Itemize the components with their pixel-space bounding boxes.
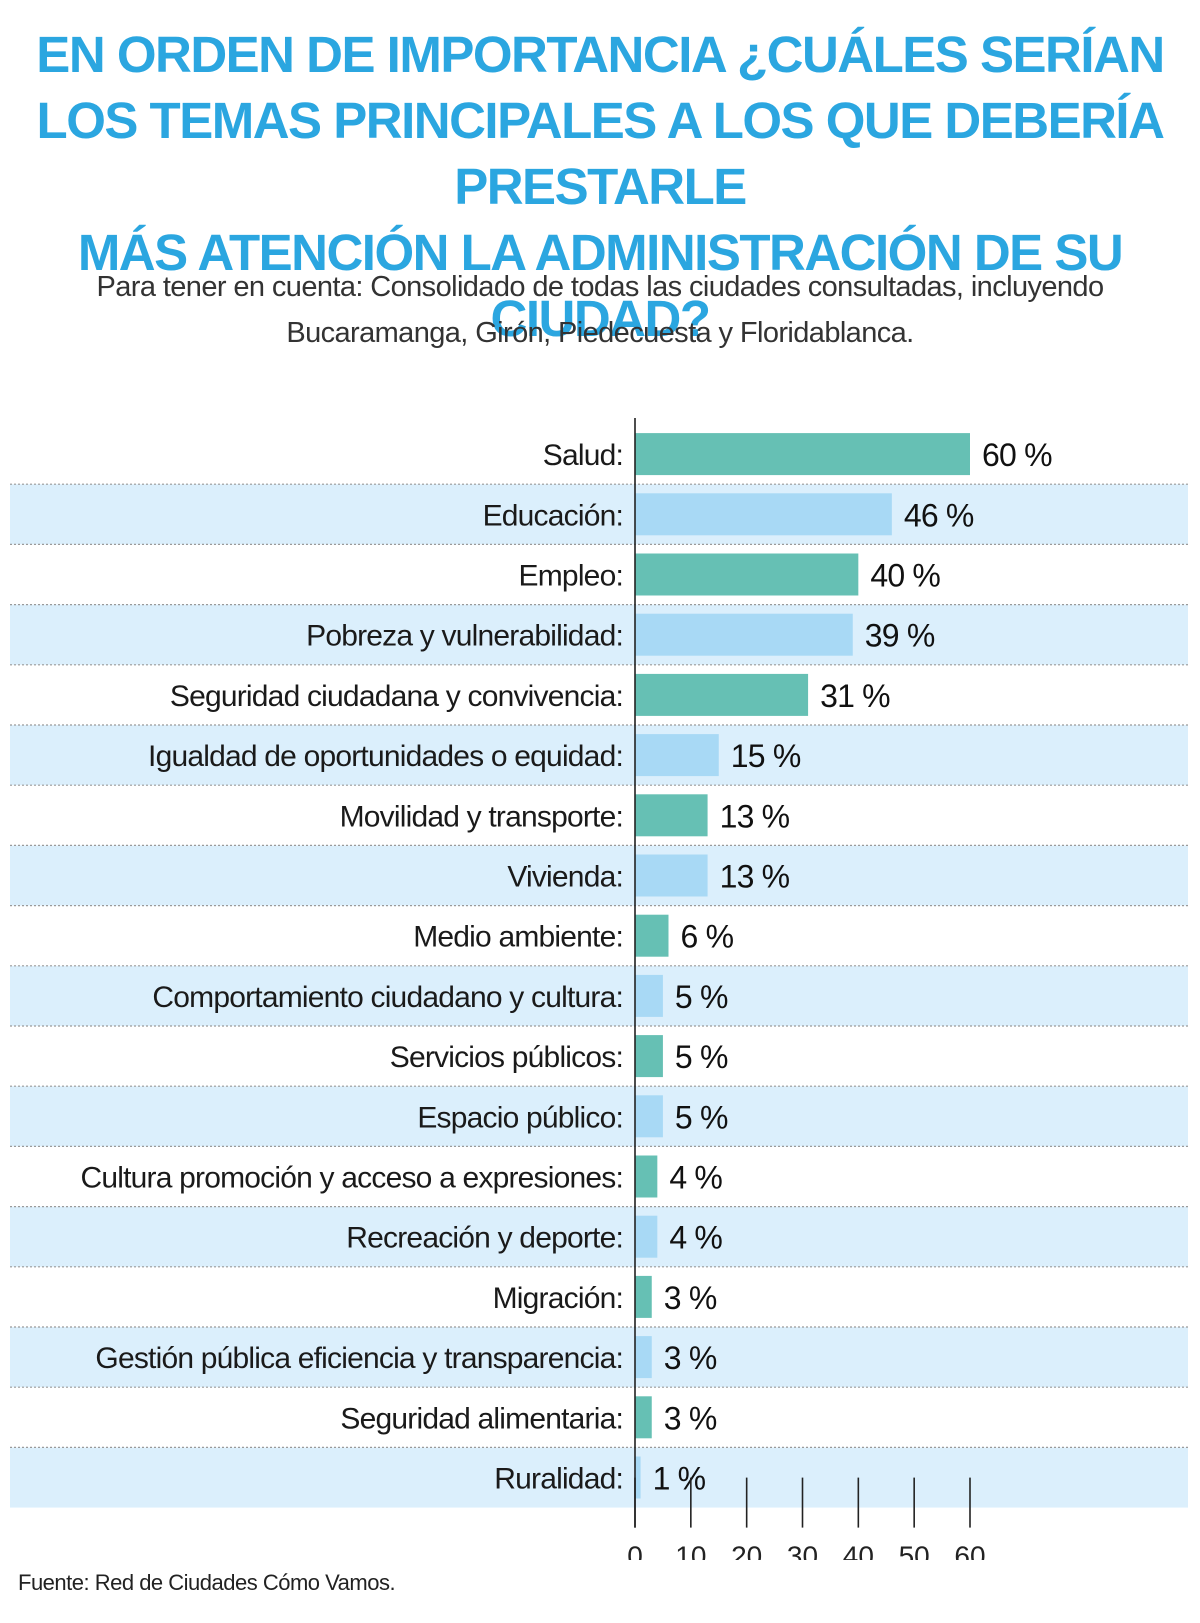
category-label: Ruralidad: bbox=[494, 1463, 623, 1496]
x-tick-label: 60 bbox=[954, 1541, 985, 1560]
value-label: 60 % bbox=[982, 437, 1052, 473]
category-label: Igualdad de oportunidades o equidad: bbox=[148, 740, 623, 773]
category-label: Servicios públicos: bbox=[390, 1041, 623, 1074]
x-tick-label: 40 bbox=[843, 1541, 874, 1560]
value-label: 4 % bbox=[669, 1220, 722, 1256]
category-label: Espacio público: bbox=[417, 1101, 623, 1134]
bar bbox=[635, 1275, 652, 1318]
bar bbox=[635, 1456, 641, 1499]
row-band bbox=[10, 484, 1188, 545]
row-band bbox=[10, 725, 1188, 786]
value-labels: 60 %46 % 40 % 39 % 31 % 15 % 13 % 13 % 6 % 5 % 5 … bbox=[653, 437, 1053, 1496]
bar bbox=[635, 553, 859, 596]
bar bbox=[635, 854, 708, 897]
value-label: 31 % bbox=[820, 678, 890, 714]
value-label: 5 % bbox=[675, 1099, 728, 1135]
category-label: Migración: bbox=[493, 1282, 623, 1315]
value-label: 3 % bbox=[664, 1280, 717, 1316]
value-label: 46 % bbox=[904, 497, 974, 533]
bar bbox=[635, 613, 853, 656]
row-band bbox=[10, 1447, 1188, 1508]
bar bbox=[635, 914, 669, 957]
x-tick-label: 0 bbox=[627, 1541, 643, 1560]
row-band bbox=[10, 1206, 1188, 1267]
bar bbox=[635, 974, 663, 1017]
category-label: Salud: bbox=[543, 439, 623, 472]
title-line-1: EN ORDEN DE IMPORTANCIA ¿CUÁLES SERÍAN bbox=[36, 26, 1165, 83]
x-tick-label: 20 bbox=[731, 1541, 762, 1560]
value-label: 1 % bbox=[653, 1461, 706, 1497]
value-label: 3 % bbox=[664, 1340, 717, 1376]
value-label: 13 % bbox=[720, 798, 790, 834]
row-band bbox=[10, 1327, 1188, 1388]
category-label: Educación: bbox=[483, 499, 623, 532]
row-band bbox=[10, 1086, 1188, 1147]
category-label: Vivienda: bbox=[507, 861, 623, 894]
bars bbox=[635, 433, 970, 1499]
category-label: Gestión pública eficiencia y transparenc… bbox=[95, 1342, 623, 1375]
row-band bbox=[10, 845, 1188, 906]
category-label: Seguridad ciudadana y convivencia: bbox=[170, 680, 623, 713]
value-label: 5 % bbox=[675, 979, 728, 1015]
row-band bbox=[10, 604, 1188, 665]
category-label: Cultura promoción y acceso a expresiones… bbox=[81, 1162, 624, 1195]
category-label: Movilidad y transporte: bbox=[340, 800, 623, 833]
x-tick-label: 50 bbox=[899, 1541, 930, 1560]
category-label: Medio ambiente: bbox=[413, 921, 623, 954]
chart-title: EN ORDEN DE IMPORTANCIA ¿CUÁLES SERÍAN L… bbox=[0, 22, 1200, 352]
category-label: Comportamiento ciudadano y cultura: bbox=[152, 981, 623, 1014]
category-label: Recreación y deporte: bbox=[346, 1222, 623, 1255]
chart-subtitle: Para tener en cuenta: Consolidado de tod… bbox=[0, 264, 1200, 356]
row-bands bbox=[10, 483, 1188, 1508]
value-label: 15 % bbox=[731, 738, 801, 774]
category-label: Pobreza y vulnerabilidad: bbox=[306, 620, 623, 653]
bar bbox=[635, 1035, 663, 1078]
bar bbox=[635, 1336, 652, 1379]
subtitle-line-1: Para tener en cuenta: Consolidado de tod… bbox=[96, 271, 1105, 303]
bar bbox=[635, 1155, 658, 1198]
value-label: 3 % bbox=[664, 1400, 717, 1436]
bar bbox=[635, 433, 970, 476]
x-tick-label: 30 bbox=[787, 1541, 818, 1560]
row-band bbox=[10, 965, 1188, 1026]
bar bbox=[635, 794, 708, 837]
value-label: 6 % bbox=[681, 919, 734, 955]
subtitle-line-2: Bucaramanga, Girón, Piedecuesta y Florid… bbox=[286, 317, 914, 349]
value-label: 4 % bbox=[669, 1160, 722, 1196]
category-label: Empleo: bbox=[519, 560, 623, 593]
bar bbox=[635, 1396, 652, 1439]
axis: 0 10 20 30 40 50 60 bbox=[627, 418, 986, 1560]
bar bbox=[635, 734, 719, 777]
bar bbox=[635, 1095, 663, 1138]
bar bbox=[635, 673, 809, 716]
source-note: Fuente: Red de Ciudades Cómo Vamos. bbox=[18, 1570, 396, 1595]
bar-chart: Salud: Educación: Empleo: Pobreza y vulnera… bbox=[10, 418, 1188, 1560]
x-tick-label: 10 bbox=[675, 1541, 706, 1560]
bar bbox=[635, 1215, 658, 1258]
value-label: 39 % bbox=[865, 618, 935, 654]
value-label: 5 % bbox=[675, 1039, 728, 1075]
title-line-2: LOS TEMAS PRINCIPALES A LOS QUE DEBERÍA … bbox=[36, 92, 1165, 215]
value-label: 40 % bbox=[870, 558, 940, 594]
value-label: 13 % bbox=[720, 859, 790, 895]
title-line-3: MÁS ATENCIÓN LA ADMINISTRACIÓN DE SU CIU… bbox=[77, 224, 1124, 347]
category-label: Seguridad alimentaria: bbox=[340, 1402, 623, 1435]
bar bbox=[635, 493, 892, 536]
category-labels: Salud: Educación: Empleo: Pobreza y vulnera… bbox=[81, 439, 624, 1495]
